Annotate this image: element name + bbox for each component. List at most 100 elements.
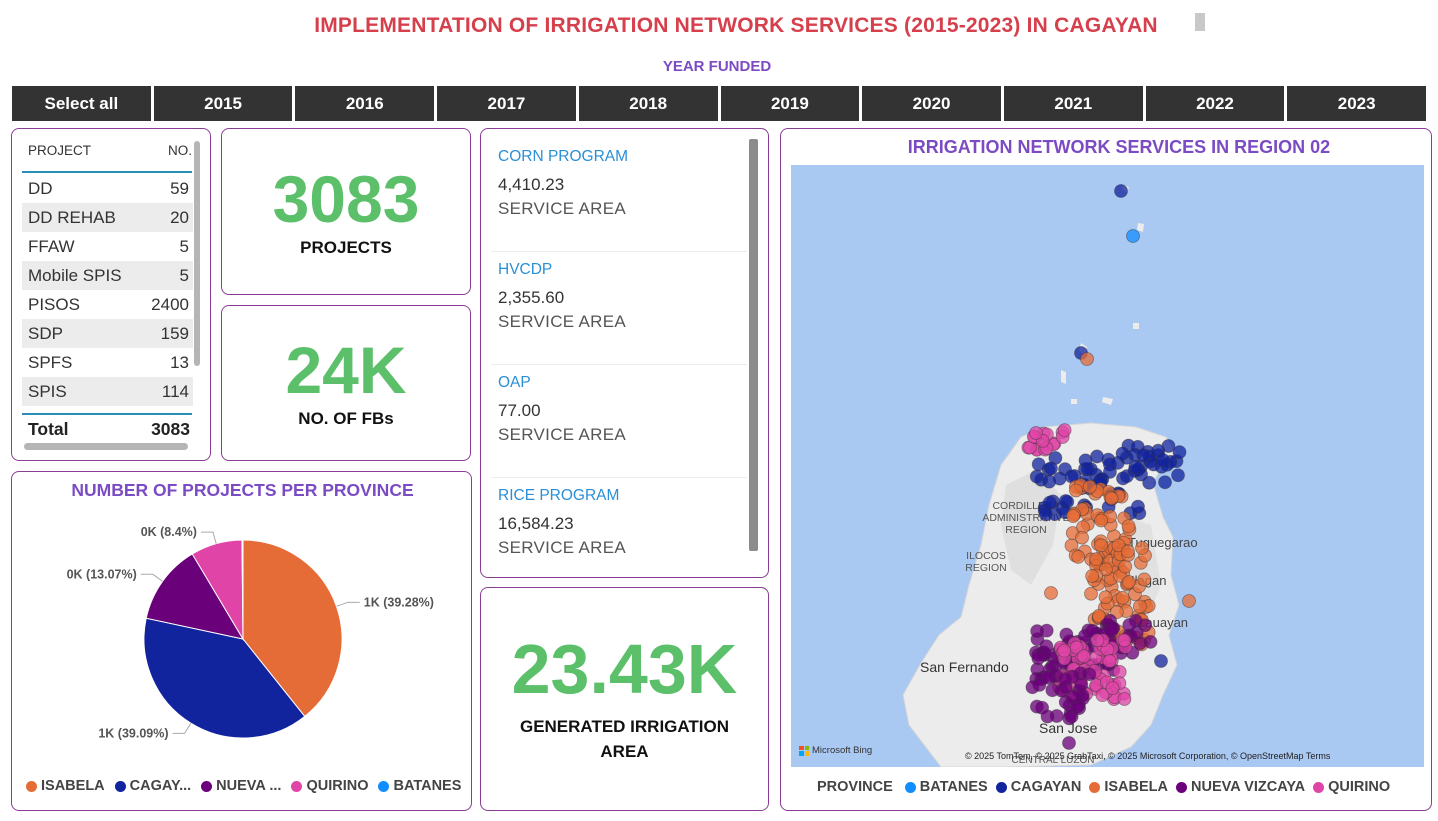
map-marker[interactable] [1085,569,1100,583]
map-marker[interactable] [1084,586,1098,601]
map-marker[interactable] [1075,530,1089,545]
map-marker[interactable] [1117,633,1132,648]
slicer-select-all[interactable]: Select all [12,86,154,121]
pie-slice-batanes[interactable] [241,539,244,640]
table-row[interactable]: SPFS 13 [22,348,193,377]
region-map[interactable]: CORDILLERA ADMINISTRATIVE REGION ILOCOS … [791,165,1424,767]
map-marker[interactable] [1042,495,1057,510]
map-marker[interactable] [1041,670,1056,685]
map-marker[interactable] [1098,590,1113,605]
map-legend-item-batanes[interactable]: BATANES [904,779,988,795]
map-legend-item-isabela[interactable]: ISABELA [1089,779,1168,795]
map-marker[interactable] [1044,586,1058,600]
legend-item-cagayan[interactable]: CAGAY... [114,778,191,794]
map-marker[interactable] [1121,575,1136,589]
legend-item-batanes[interactable]: BATANES [378,778,461,794]
map-marker[interactable] [1078,453,1093,468]
programs-scrollbar[interactable] [749,139,758,551]
table-row[interactable]: PISOS 2400 [22,290,193,319]
map-marker[interactable] [1137,572,1152,587]
map-marker[interactable] [1129,625,1144,640]
program-item-hvcdp[interactable]: HVCDP 2,355.60 SERVICE AREA [491,252,747,365]
map-marker[interactable] [1071,550,1086,564]
column-header-project[interactable]: PROJECT [28,143,92,158]
map-marker[interactable] [1057,423,1072,438]
pie-slice-isabela[interactable] [242,539,343,718]
map-marker[interactable] [1105,681,1120,696]
map-marker[interactable] [1121,519,1136,534]
table-row[interactable]: Mobile SPIS 5 [22,261,193,290]
map-marker[interactable] [1080,352,1094,366]
map-marker[interactable] [1029,469,1044,484]
slicer-year-2022[interactable]: 2022 [1145,86,1288,121]
map-marker[interactable] [1057,643,1072,658]
table-row[interactable]: DD REHAB 20 [22,203,193,232]
map-marker[interactable] [1117,692,1132,706]
map-marker[interactable] [1032,677,1047,692]
slicer-year-2023[interactable]: 2023 [1287,86,1427,121]
map-legend-item-nueva-vizcaya[interactable]: NUEVA VIZCAYA [1176,779,1305,795]
map-marker[interactable] [1121,544,1135,559]
map-marker[interactable] [1172,445,1187,460]
slicer-year-2017[interactable]: 2017 [437,86,579,121]
program-item-corn[interactable]: CORN PROGRAM 4,410.23 SERVICE AREA [491,139,747,252]
map-marker[interactable] [1094,513,1109,528]
map-legend-item-quirino[interactable]: QUIRINO [1313,779,1390,795]
map-marker[interactable] [1136,448,1151,463]
table-horizontal-scrollbar[interactable] [24,443,188,450]
map-attribution[interactable]: © 2025 TomTom, © 2025 GrabTaxi, © 2025 M… [965,751,1331,761]
map-marker[interactable] [1066,689,1081,704]
map-marker[interactable] [1118,559,1133,574]
table-row[interactable]: DD 59 [22,174,193,203]
map-marker[interactable] [1114,184,1128,198]
column-header-no[interactable]: NO. [167,143,192,158]
map-marker[interactable] [1135,540,1149,555]
map-marker[interactable] [1062,736,1076,750]
table-row[interactable]: SDP 159 [22,319,193,348]
slicer-year-2019[interactable]: 2019 [720,86,863,121]
map-marker[interactable] [1115,590,1130,605]
slicer-year-2015[interactable]: 2015 [153,86,296,121]
map-marker[interactable] [1031,457,1046,472]
map-marker[interactable] [1038,507,1053,522]
legend-item-isabela[interactable]: ISABELA [26,778,105,794]
map-marker[interactable] [1090,449,1104,464]
map-marker[interactable] [1074,677,1089,692]
map-marker[interactable] [1069,483,1083,498]
map-marker[interactable] [1154,654,1168,668]
legend-item-nueva-vizcaya[interactable]: NUEVA ... [201,778,281,794]
slicer-year-2021[interactable]: 2021 [1003,86,1146,121]
map-marker[interactable] [1029,426,1043,440]
table-row[interactable]: SPIS 114 [22,377,193,406]
map-legend-item-cagayan[interactable]: CAGAYAN [995,779,1081,795]
legend-item-quirino[interactable]: QUIRINO [291,778,368,794]
map-marker[interactable] [1143,634,1158,649]
map-marker[interactable] [1158,475,1172,490]
map-marker[interactable] [1182,594,1196,608]
map-marker[interactable] [1058,672,1072,687]
pie-slice-cagayan[interactable] [143,617,306,739]
map-marker[interactable] [1142,475,1157,490]
table-row[interactable]: FFAW 5 [22,232,193,261]
map-marker[interactable] [1104,491,1119,506]
table-vertical-scrollbar[interactable] [194,141,200,366]
map-marker[interactable] [1156,453,1170,467]
map-marker[interactable] [1031,651,1046,666]
map-marker[interactable] [1116,471,1130,486]
map-marker[interactable] [1171,468,1185,483]
map-marker[interactable] [1044,461,1058,476]
map-marker[interactable] [1132,599,1147,614]
map-marker[interactable] [1039,639,1054,654]
map-marker[interactable] [1035,700,1049,715]
map-marker[interactable] [1128,459,1143,474]
map-marker[interactable] [1090,633,1105,648]
map-marker[interactable] [1094,538,1108,553]
program-item-rice[interactable]: RICE PROGRAM 16,584.23 SERVICE AREA [491,478,747,591]
map-marker[interactable] [1052,471,1067,486]
map-marker[interactable] [1126,229,1140,243]
map-marker[interactable] [1059,627,1074,642]
map-marker[interactable] [1076,649,1091,664]
map-marker[interactable] [1131,499,1145,514]
map-marker[interactable] [1082,479,1097,494]
map-marker[interactable] [1066,509,1081,524]
